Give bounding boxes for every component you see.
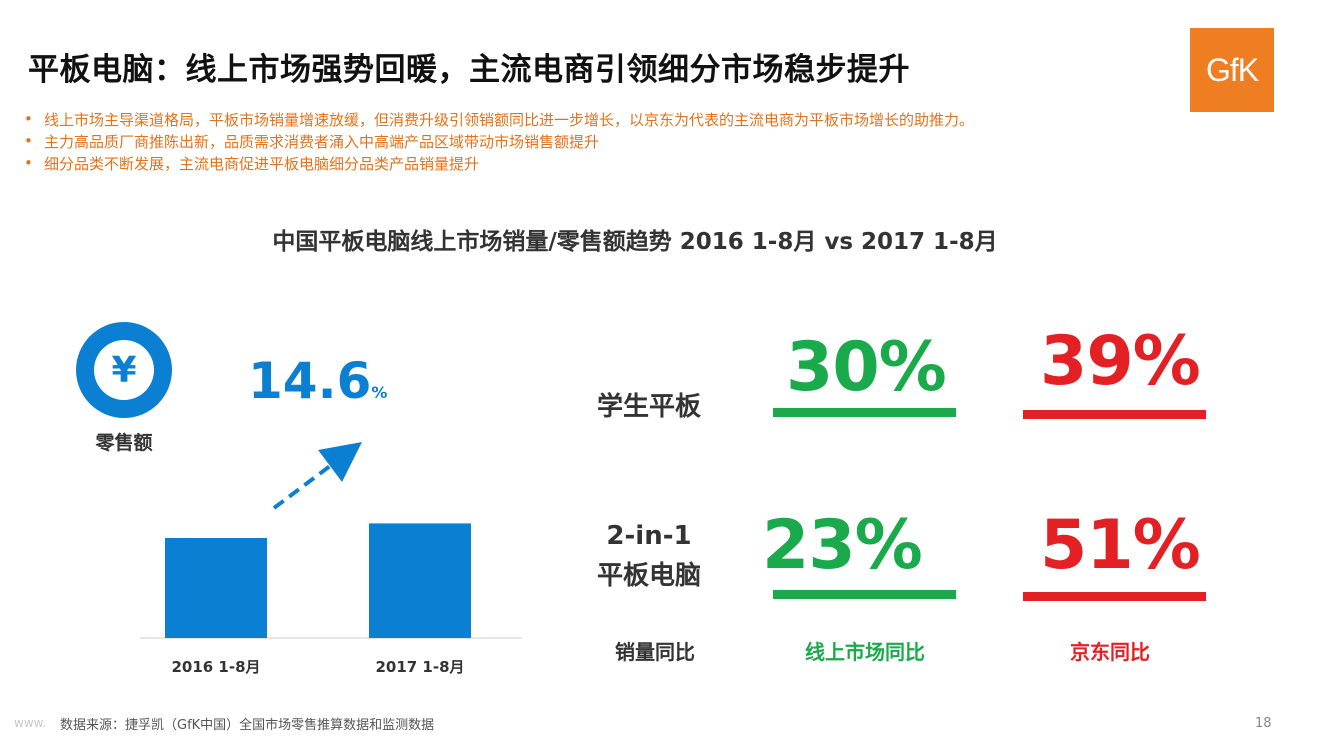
bullet-item: • 细分品类不断发展，主流电商促进平板电脑细分品类产品销量提升 [24, 152, 1204, 174]
growth-value: 14.6% [248, 352, 387, 410]
online-column-label: 线上市场同比 [805, 640, 925, 664]
jd-student-value: 39% [1040, 322, 1201, 401]
data-source-note: 数据来源：捷孚凯（GfK中国）全国市场零售推算数据和监测数据 [60, 718, 435, 733]
x-tick-label: 2017 1-8月 [375, 658, 464, 676]
online-underline [773, 408, 956, 417]
row-header-label: 销量同比 [615, 640, 695, 664]
chart-title: 中国平板电脑线上市场销量/零售额趋势 2016 1-8月 vs 2017 1-8… [272, 229, 998, 255]
gfk-logo: GfK [1190, 28, 1274, 112]
x-tick-label: 2016 1-8月 [171, 658, 260, 676]
page-number: 18 [1255, 716, 1272, 731]
online-student-value: 30% [786, 328, 947, 407]
growth-number: 14.6 [248, 352, 372, 410]
bar-2016 [165, 538, 267, 638]
row-label-line: 2-in-1 [606, 521, 692, 551]
bullet-text: 线上市场主导渠道格局，平板市场销量增速放缓，但消费升级引领销额同比进一步增长，以… [44, 110, 975, 129]
growth-unit: % [371, 383, 388, 402]
online-underline [773, 590, 956, 599]
bullet-text: 主力高品质厂商推陈出新，品质需求消费者涌入中高端产品区域带动市场销售额提升 [44, 132, 600, 151]
yuan-glyph: ¥ [94, 340, 154, 400]
jd-2in1-value: 51% [1040, 506, 1201, 585]
trend-arrow [272, 442, 362, 510]
bullet-dot-icon: • [24, 110, 33, 128]
bullet-dot-icon: • [24, 154, 33, 172]
row-label-line: 学生平板 [596, 392, 701, 422]
bullet-item: • 线上市场主导渠道格局，平板市场销量增速放缓，但消费升级引领销额同比进一步增长… [24, 108, 1204, 130]
bullet-text: 细分品类不断发展，主流电商促进平板电脑细分品类产品销量提升 [44, 154, 480, 173]
row-label-student: 学生平板 [574, 386, 724, 423]
retail-bar-chart: 2016 1-8月 2017 1-8月 [140, 442, 522, 676]
bullet-list: • 线上市场主导渠道格局，平板市场销量增速放缓，但消费升级引领销额同比进一步增长… [24, 108, 1204, 174]
bar-2017 [369, 523, 471, 638]
watermark: www. [14, 716, 47, 730]
row-label-line: 平板电脑 [596, 561, 701, 591]
bullet-dot-icon: • [24, 132, 33, 150]
jd-underline [1023, 592, 1206, 601]
retail-label: 零售额 [95, 432, 153, 454]
slide-title: 平板电脑：线上市场强势回暖，主流电商引领细分市场稳步提升 [28, 52, 910, 88]
row-label-2in1: 2-in-1 平板电脑 [574, 516, 724, 596]
jd-column-label: 京东同比 [1070, 640, 1150, 664]
yuan-icon: ¥ [76, 322, 172, 418]
online-2in1-value: 23% [762, 506, 923, 585]
jd-underline [1023, 410, 1206, 419]
bullet-item: • 主力高品质厂商推陈出新，品质需求消费者涌入中高端产品区域带动市场销售额提升 [24, 130, 1204, 152]
